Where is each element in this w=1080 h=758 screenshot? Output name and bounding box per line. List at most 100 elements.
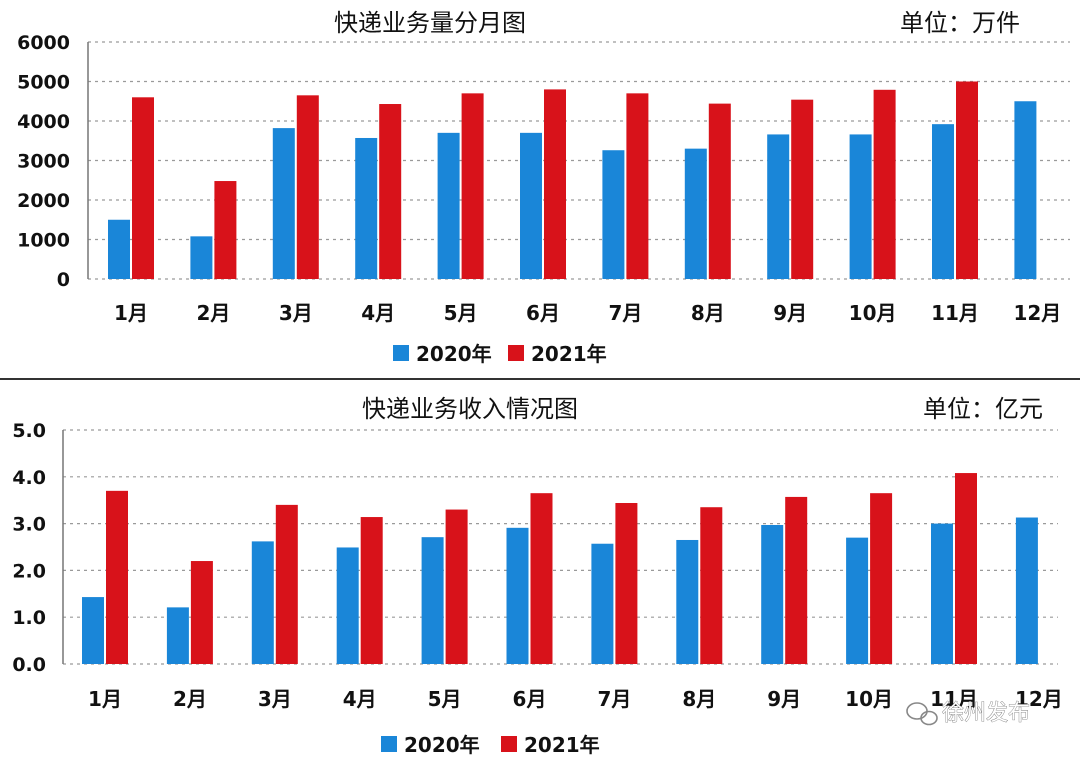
bar-2021-11 [956, 81, 978, 279]
y-tick-label: 1.0 [12, 607, 46, 629]
chart-unit: 单位：亿元 [923, 395, 1043, 423]
y-tick-label: 0 [57, 269, 70, 291]
x-tick-label: 7月 [597, 687, 631, 711]
bar-2020-12 [1015, 517, 1038, 664]
bar-2020-2 [166, 607, 189, 664]
x-tick-label: 2月 [196, 301, 230, 325]
x-tick-label: 3月 [279, 301, 313, 325]
y-tick-label: 6000 [17, 32, 70, 54]
chart-title: 快递业务收入情况图 [362, 395, 578, 423]
legend-swatch-2021 [508, 345, 524, 361]
bar-2021-6 [530, 493, 553, 664]
x-tick-label: 10月 [845, 687, 893, 711]
bar-2020-10 [849, 134, 872, 279]
x-tick-label: 11月 [930, 687, 978, 711]
bar-2021-5 [445, 509, 468, 664]
bar-2021-5 [461, 93, 484, 279]
bar-2021-3 [275, 504, 298, 664]
x-ticks: 1月 2月 3月 4月 5月 6月 7月 8月 9月 10月 11月 12月 [114, 301, 1061, 325]
y-tick-label: 5000 [17, 72, 70, 94]
bar-2021-4 [360, 517, 383, 664]
bar-2020-1 [108, 219, 130, 279]
chart-volume: 快递业务量分月图 单位：万件 0 1000 2000 3000 4000 5000 6000… [17, 9, 1070, 366]
wechat-icon [906, 702, 938, 726]
bar-2021-7 [626, 93, 649, 279]
bar-2020-4 [355, 137, 378, 279]
bars [82, 473, 1038, 664]
grid [63, 429, 1058, 665]
legend: 2020年 2021年 [381, 733, 600, 757]
x-tick-label: 12月 [1013, 301, 1061, 325]
bar-2020-6 [506, 527, 529, 664]
bar-2021-8 [708, 103, 731, 280]
x-tick-label: 12月 [1015, 687, 1063, 711]
x-ticks: 1月 2月 3月 4月 5月 6月 7月 8月 9月 10月 11月 12月 [88, 687, 1063, 711]
x-tick-label: 4月 [361, 301, 395, 325]
bar-2020-5 [437, 132, 460, 279]
x-tick-label: 5月 [428, 687, 462, 711]
x-tick-label: 5月 [444, 301, 478, 325]
y-ticks: 0.0 1.0 2.0 3.0 4.0 5.0 [12, 420, 46, 676]
bar-2020-8 [684, 148, 707, 279]
x-tick-label: 1月 [114, 301, 148, 325]
chart-title: 快递业务量分月图 [334, 9, 526, 37]
y-tick-label: 3000 [17, 151, 70, 173]
x-tick-label: 1月 [88, 687, 122, 711]
bar-2021-1 [106, 490, 128, 664]
x-tick-label: 9月 [773, 301, 807, 325]
legend-swatch-2020 [381, 736, 397, 752]
legend-label-2021: 2021年 [524, 733, 600, 757]
bar-2021-2 [190, 561, 213, 664]
y-tick-label: 4000 [17, 111, 70, 133]
y-tick-label: 5.0 [12, 420, 46, 442]
y-tick-label: 1000 [17, 230, 70, 252]
grid [88, 41, 1070, 280]
legend-swatch-2020 [393, 345, 409, 361]
bar-2020-2 [190, 236, 213, 279]
bar-2020-9 [761, 525, 784, 664]
bar-2021-3 [296, 95, 319, 279]
bar-2020-7 [591, 543, 614, 664]
y-tick-label: 2000 [17, 190, 70, 212]
watermark: 徐州发布 [906, 701, 1030, 726]
legend-label-2021: 2021年 [531, 342, 607, 366]
bar-2020-3 [272, 128, 295, 279]
bar-2020-3 [251, 541, 274, 664]
bar-2020-6 [520, 132, 542, 279]
bar-2021-10 [870, 493, 893, 664]
legend-swatch-2021 [501, 736, 517, 752]
chart-unit: 单位：万件 [900, 9, 1020, 37]
y-ticks: 0 1000 2000 3000 4000 5000 6000 [17, 32, 70, 291]
x-tick-label: 4月 [343, 687, 377, 711]
legend-label-2020: 2020年 [416, 342, 492, 366]
legend: 2020年 2021年 [393, 342, 607, 366]
bar-2021-7 [615, 503, 638, 664]
bar-2020-5 [421, 537, 444, 664]
bar-2021-11 [955, 473, 977, 664]
bar-2021-1 [132, 97, 154, 279]
bar-2020-11 [932, 124, 954, 279]
bar-2020-7 [602, 150, 625, 279]
x-tick-label: 11月 [931, 301, 979, 325]
bar-2021-9 [785, 496, 808, 664]
x-tick-label: 7月 [608, 301, 642, 325]
x-tick-label: 9月 [767, 687, 801, 711]
y-tick-label: 0.0 [12, 654, 46, 676]
x-tick-label: 3月 [258, 687, 292, 711]
legend-label-2020: 2020年 [404, 733, 480, 757]
bar-2020-1 [82, 597, 104, 664]
x-tick-label: 2月 [173, 687, 207, 711]
bar-2021-8 [700, 507, 723, 664]
chart-revenue: 快递业务收入情况图 单位：亿元 0.0 1.0 2.0 3.0 4.0 5.0 1月 2月 3… [12, 395, 1062, 757]
y-tick-label: 4.0 [12, 467, 46, 489]
x-tick-label: 6月 [513, 687, 547, 711]
y-tick-label: 2.0 [12, 560, 46, 582]
y-tick-label: 3.0 [12, 514, 46, 536]
bar-2020-9 [767, 134, 790, 279]
bars [108, 81, 1037, 280]
watermark-text: 徐州发布 [942, 701, 1030, 726]
x-tick-label: 6月 [526, 301, 560, 325]
bar-2020-4 [336, 547, 359, 664]
